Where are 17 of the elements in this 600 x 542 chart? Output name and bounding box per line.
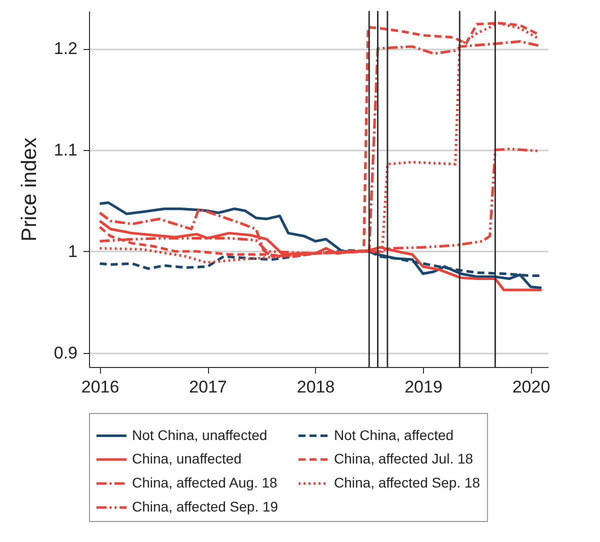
legend-label: China, affected Sep. 18 xyxy=(334,474,480,490)
legend-label: China, affected Aug. 18 xyxy=(132,474,278,490)
legend-label: Not China, affected xyxy=(334,426,454,443)
y-tick-label: 1.2 xyxy=(54,39,78,58)
y-tick-label: 0.9 xyxy=(54,343,78,362)
x-tick-label: 2020 xyxy=(512,378,550,396)
y-tick-label: 1.1 xyxy=(54,140,78,160)
legend-label: China, affected Sep. 19 xyxy=(132,498,278,514)
y-axis-title: Price index xyxy=(18,137,41,242)
legend-label: China, unaffected xyxy=(132,450,242,466)
x-tick-label: 2016 xyxy=(81,378,120,396)
legend-label: China, affected Jul. 18 xyxy=(334,450,474,466)
x-tick-label: 2019 xyxy=(404,378,442,396)
y-tick-label: 1 xyxy=(68,242,78,261)
x-tick-label: 2018 xyxy=(296,378,335,396)
legend-label: Not China, unaffected xyxy=(132,426,268,443)
x-tick-label: 2017 xyxy=(189,378,227,396)
